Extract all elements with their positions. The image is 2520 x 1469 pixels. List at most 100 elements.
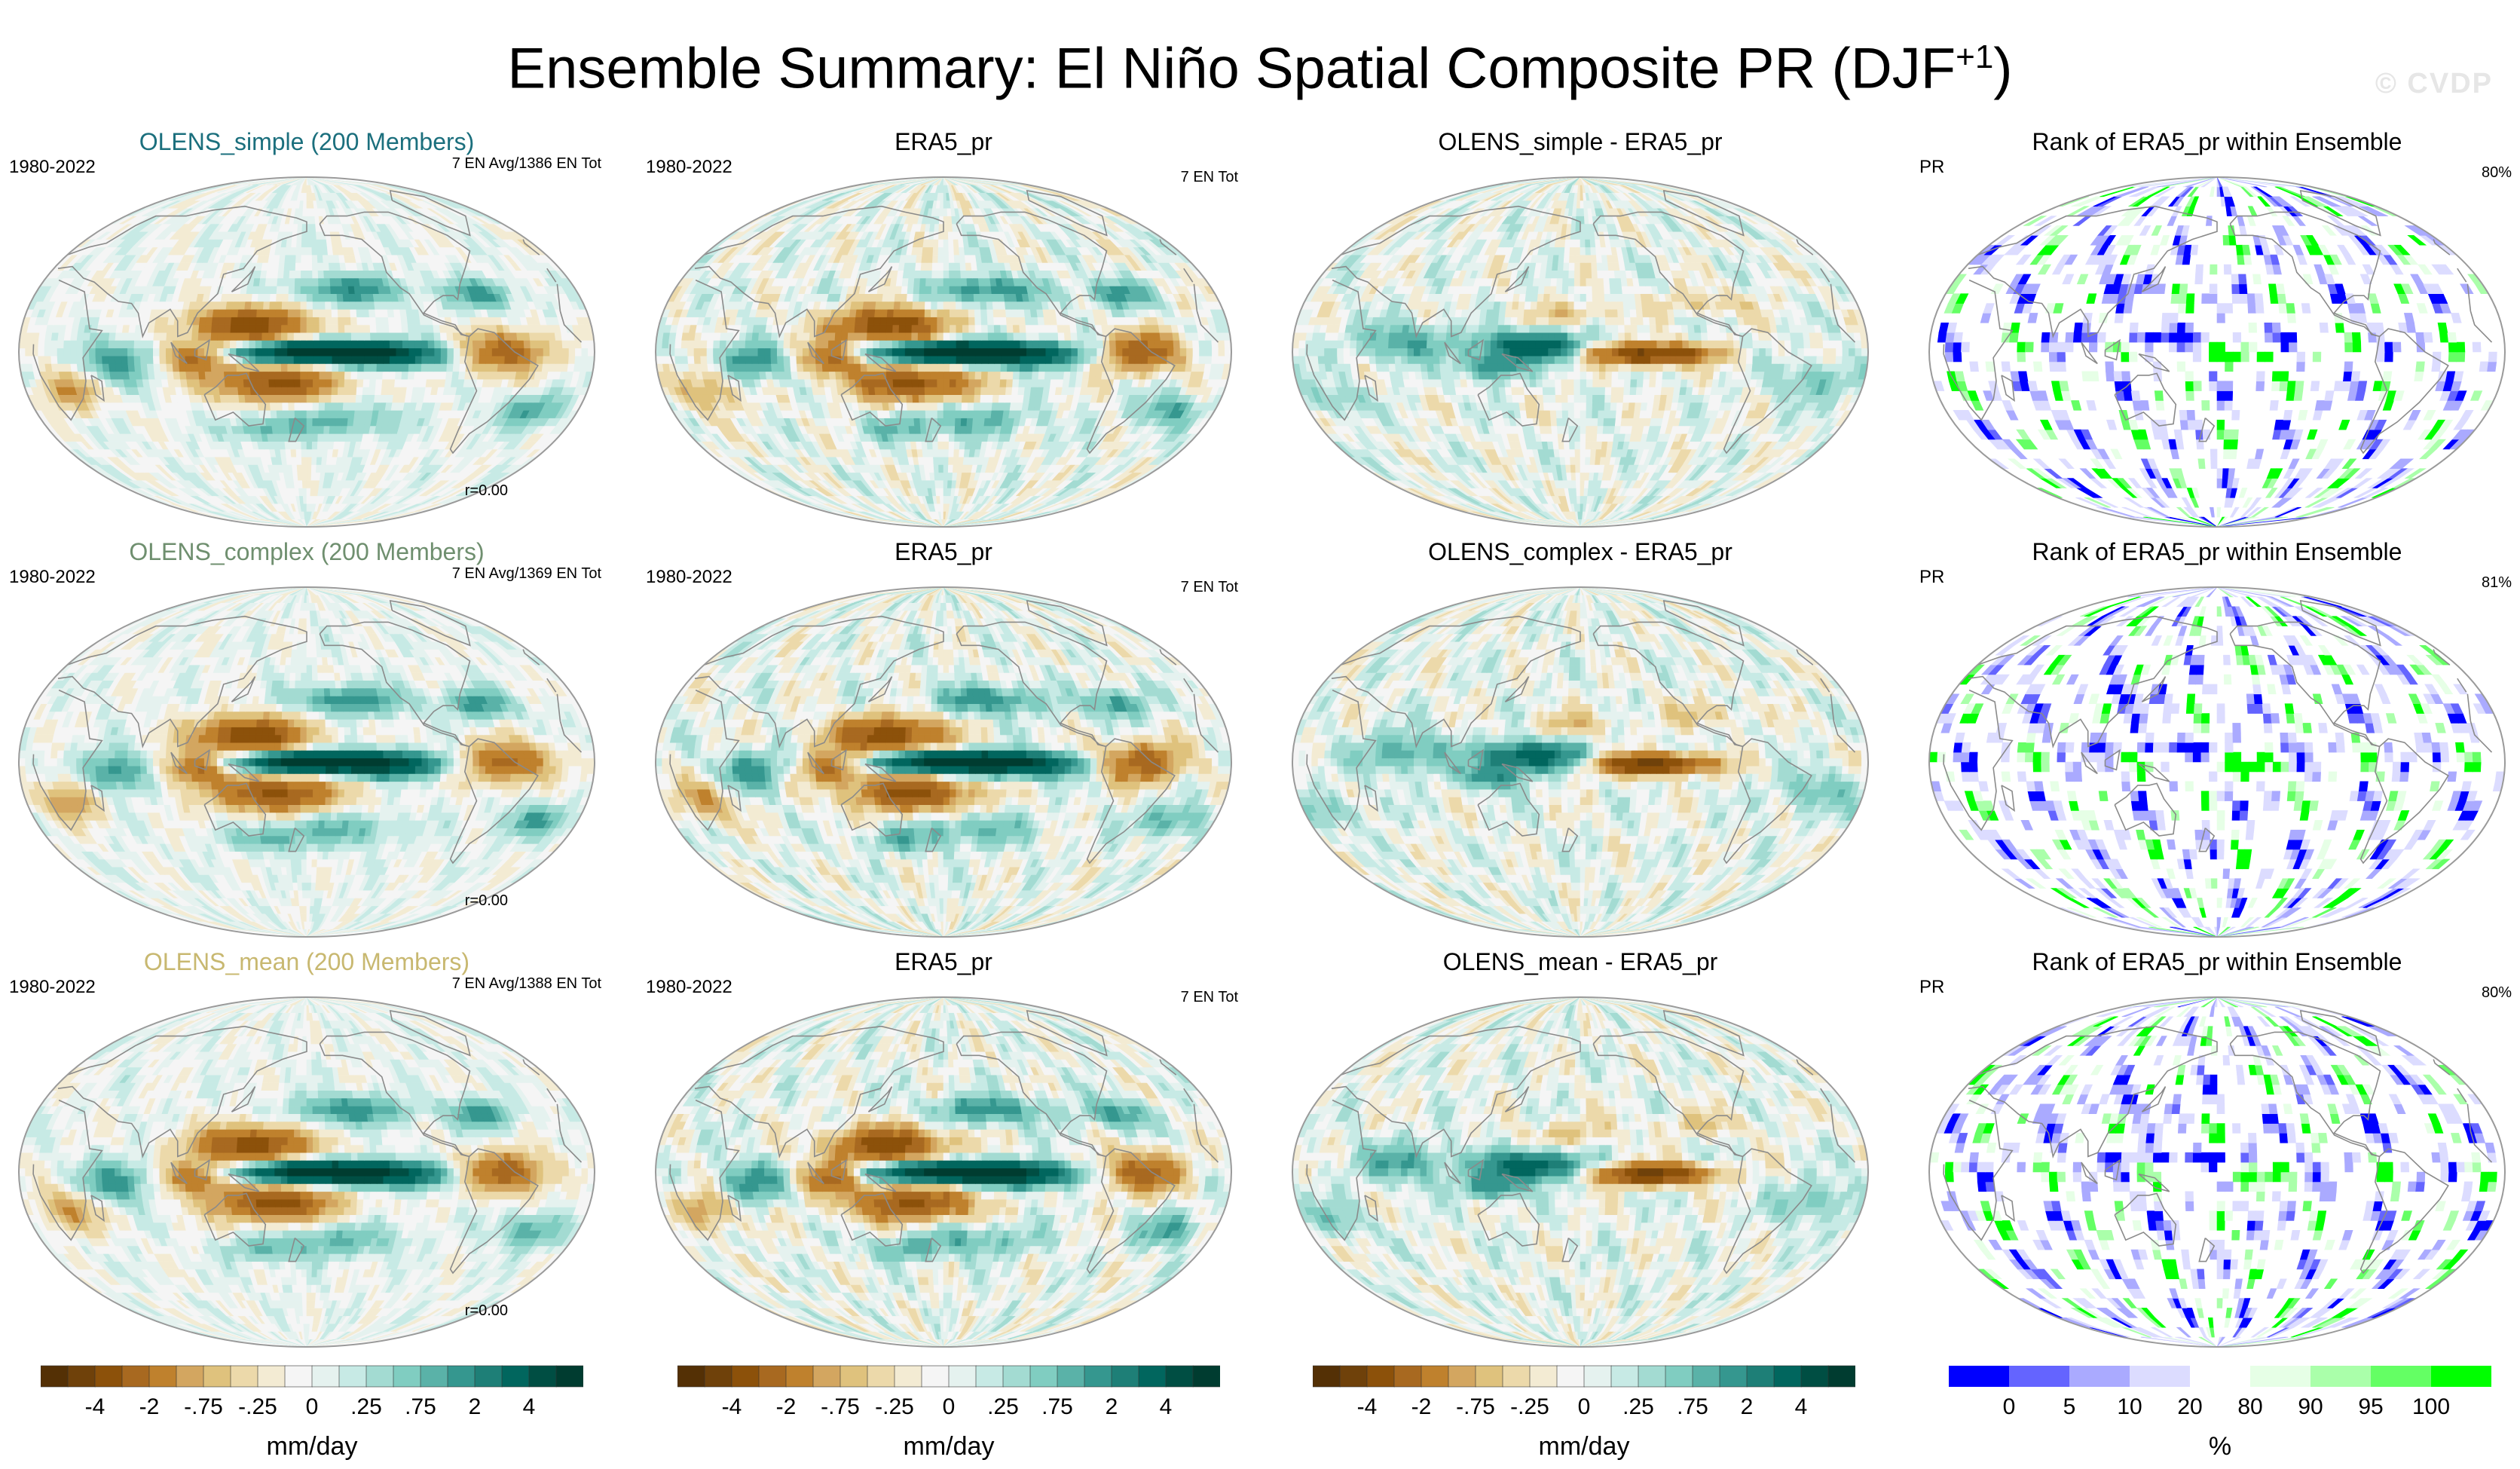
map-cell [301,441,307,450]
map-cell [172,363,180,372]
map-cell [159,340,167,349]
map-cell [313,324,320,333]
map-cell [953,456,959,465]
map-cell [268,340,275,349]
map-cell [205,317,213,326]
map-cell [329,425,336,434]
map-cell [281,387,289,396]
map-cell [323,433,330,442]
map-cell [280,371,289,380]
map-cell [294,277,301,286]
map-cell [427,332,435,341]
map-cell [922,448,928,458]
map-cell [216,355,225,364]
map-cell [287,324,295,333]
map-cell [421,355,429,364]
map-cell [440,340,448,349]
map-cell [274,332,282,341]
map-cell [217,324,225,333]
map-cell [445,371,454,380]
map-cell [337,394,344,403]
map-cell [548,332,556,341]
map-cell [555,340,563,349]
map-cell [325,324,333,333]
map-cell [185,363,193,372]
map-cell [301,464,307,473]
map-cell [237,387,246,396]
map-cell [319,387,326,396]
map-cell [323,277,331,286]
map-cell [383,340,390,349]
map-cell [922,456,929,465]
map-cell [408,332,416,341]
map-cell [258,286,266,294]
map-cell [338,324,345,333]
map-cell [38,340,46,349]
map-cell [76,332,85,341]
map-cell [242,340,250,349]
map-cell [277,418,284,427]
map-cell [387,309,395,317]
map-cell [306,286,313,294]
map-cell [341,277,349,286]
map-cell [63,355,71,364]
map-cell [381,317,390,326]
map-cell [282,286,289,294]
map-cell [89,363,97,372]
map-cell [350,309,357,317]
map-cell [312,286,320,294]
map-cell [223,340,231,349]
map-cell [186,317,194,326]
map-cell [363,355,372,364]
map-cell [311,254,318,263]
map-cell [434,340,442,349]
map-cell [402,355,410,364]
map-cell [928,464,935,473]
map-cell [191,324,200,333]
map-cell [350,355,359,364]
map-cell [285,246,292,256]
map-cell [276,409,283,418]
map-cell [63,347,71,357]
figure-title-text: Ensemble Summary: El Niño Spatial Compos… [507,36,1956,100]
map-cell [298,495,304,504]
map-cell [275,309,283,317]
map-cell [268,371,276,380]
map-cell [300,332,307,341]
map-cell [57,347,64,357]
map-cell [286,239,292,248]
map-cell [479,355,486,364]
map-cell [472,340,480,349]
map-cell [287,309,295,317]
map-cell [943,464,949,473]
map-cell [89,355,96,364]
map-cell [108,347,115,357]
map-cell [282,409,289,418]
map-cell [300,301,307,310]
map-cell [452,332,460,341]
map-cell [319,324,326,333]
map-cell [316,456,323,465]
map-cell [503,363,512,372]
map-cell [263,293,271,302]
map-cell [383,355,390,364]
map-cell [354,402,362,411]
map-cell [293,347,301,357]
map-cell [349,301,357,310]
map-cell [95,355,103,364]
map-cell [325,363,333,372]
map-cell [280,246,287,256]
map-cell [249,340,256,349]
map-cell [261,324,270,333]
map-cell [479,347,486,357]
map-cell [276,286,283,294]
map-cell [262,309,270,317]
map-cell [76,355,84,364]
map-cell [115,347,122,357]
map-cell [348,293,356,302]
map-cell [541,363,550,372]
map-cell [357,347,365,357]
map-cell [516,363,524,372]
map-cell [295,448,302,458]
map-cell [95,340,103,349]
